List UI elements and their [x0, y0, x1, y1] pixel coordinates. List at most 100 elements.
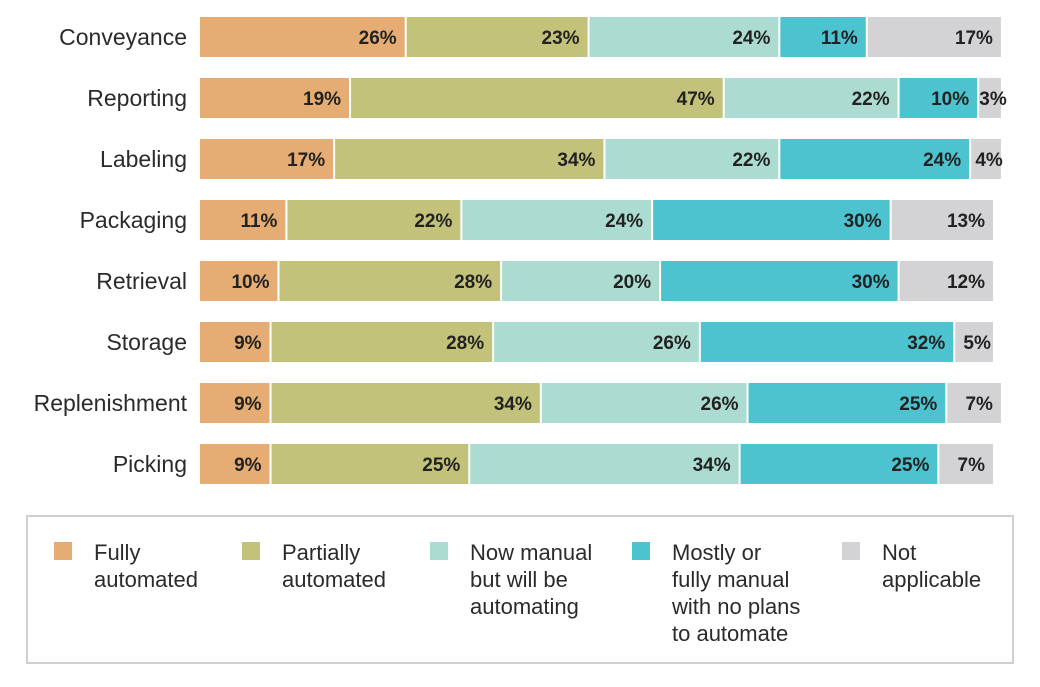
legend-swatch-not-applicable: [842, 542, 860, 560]
data-label-storage-fully-automated: 9%: [234, 333, 262, 354]
bar-segment-picking-mostly-or-fully-manual-with-no-plans-to-automate: [740, 444, 938, 484]
legend-item-mostly-manual: Mostly or fully manual with no plans to …: [632, 539, 822, 647]
category-label-reporting: Reporting: [87, 85, 187, 111]
category-label-storage: Storage: [106, 329, 187, 355]
data-label-conveyance-partially-automated: 23%: [542, 28, 580, 49]
category-label-replenishment: Replenishment: [34, 390, 188, 416]
bar-segment-conveyance-now-manual-but-will-be-automating: [589, 17, 779, 57]
bar-segment-replenishment-fully-automated: [200, 383, 270, 423]
data-label-retrieval-partially-automated: 28%: [454, 272, 492, 293]
bar-segment-labeling-mostly-or-fully-manual-with-no-plans-to-automate: [780, 139, 970, 179]
bar-segment-reporting-fully-automated: [200, 78, 350, 118]
data-label-replenishment-mostly-or-fully-manual-with-no-plans-to-automate: 25%: [899, 394, 937, 415]
data-label-labeling-mostly-or-fully-manual-with-no-plans-to-automate: 24%: [923, 150, 961, 171]
category-label-packaging: Packaging: [80, 207, 187, 233]
category-label-conveyance: Conveyance: [59, 24, 187, 50]
data-label-reporting-partially-automated: 47%: [677, 89, 715, 110]
bar-segment-reporting-not-applicable: [979, 78, 1001, 118]
bar-segment-storage-mostly-or-fully-manual-with-no-plans-to-automate: [700, 322, 954, 362]
data-label-packaging-not-applicable: 13%: [947, 211, 985, 232]
bar-segment-retrieval-partially-automated: [279, 261, 501, 301]
bar-segment-retrieval-mostly-or-fully-manual-with-no-plans-to-automate: [661, 261, 898, 301]
bar-segment-replenishment-now-manual-but-will-be-automating: [541, 383, 747, 423]
data-label-storage-mostly-or-fully-manual-with-no-plans-to-automate: 32%: [907, 333, 945, 354]
data-label-replenishment-now-manual-but-will-be-automating: 26%: [701, 394, 739, 415]
data-label-reporting-now-manual-but-will-be-automating: 22%: [852, 89, 890, 110]
data-label-packaging-now-manual-but-will-be-automating: 24%: [605, 211, 643, 232]
legend-label-now-manual: Now manual but will be automating: [470, 540, 593, 619]
bar-segment-packaging-not-applicable: [891, 200, 993, 240]
bar-segment-picking-not-applicable: [939, 444, 993, 484]
data-label-storage-now-manual-but-will-be-automating: 26%: [653, 333, 691, 354]
data-label-reporting-fully-automated: 19%: [303, 89, 341, 110]
bar-segment-retrieval-now-manual-but-will-be-automating: [502, 261, 660, 301]
legend-label-mostly-manual: Mostly or fully manual with no plans to …: [672, 540, 801, 646]
bar-segment-labeling-now-manual-but-will-be-automating: [605, 139, 779, 179]
data-label-packaging-mostly-or-fully-manual-with-no-plans-to-automate: 30%: [844, 211, 882, 232]
data-label-picking-not-applicable: 7%: [958, 455, 986, 476]
data-label-conveyance-now-manual-but-will-be-automating: 24%: [732, 28, 770, 49]
legend-item-now-manual: Now manual but will be automating: [430, 539, 620, 620]
legend-label-fully-automated: Fully automated: [94, 540, 198, 592]
data-label-packaging-partially-automated: 22%: [414, 211, 452, 232]
bar-segment-picking-partially-automated: [271, 444, 469, 484]
data-label-storage-partially-automated: 28%: [446, 333, 484, 354]
stacked-bar-chart: Conveyance 26% 23% 24% 11% 17% Reporting 19% 47%…: [34, 17, 1007, 484]
data-label-picking-now-manual-but-will-be-automating: 34%: [693, 455, 731, 476]
bar-segment-picking-now-manual-but-will-be-automating: [470, 444, 739, 484]
bar-segment-packaging-partially-automated: [287, 200, 461, 240]
data-label-replenishment-not-applicable: 7%: [965, 394, 993, 415]
bar-segment-replenishment-not-applicable: [947, 383, 1001, 423]
bar-segment-reporting-mostly-or-fully-manual-with-no-plans-to-automate: [899, 78, 978, 118]
legend-item-not-applicable: Not applicable: [842, 539, 1032, 593]
data-label-retrieval-not-applicable: 12%: [947, 272, 985, 293]
category-label-labeling: Labeling: [100, 146, 187, 172]
data-label-packaging-fully-automated: 11%: [240, 211, 277, 232]
data-label-replenishment-fully-automated: 9%: [234, 394, 262, 415]
data-label-conveyance-not-applicable: 17%: [955, 28, 993, 49]
data-label-reporting-mostly-or-fully-manual-with-no-plans-to-automate: 10%: [931, 89, 969, 110]
category-label-retrieval: Retrieval: [96, 268, 187, 294]
legend-swatch-partially-automated: [242, 542, 260, 560]
bar-segment-conveyance-fully-automated: [200, 17, 405, 57]
legend: Fully automated Partially automated Now …: [26, 515, 1014, 664]
bar-segment-storage-partially-automated: [271, 322, 493, 362]
data-label-labeling-now-manual-but-will-be-automating: 22%: [732, 150, 770, 171]
bar-segment-packaging-now-manual-but-will-be-automating: [462, 200, 652, 240]
bar-segment-storage-not-applicable: [955, 322, 993, 362]
data-label-picking-mostly-or-fully-manual-with-no-plans-to-automate: 25%: [891, 455, 929, 476]
bar-segment-retrieval-fully-automated: [200, 261, 278, 301]
bar-segment-labeling-not-applicable: [971, 139, 1001, 179]
data-label-storage-not-applicable: 5%: [963, 333, 991, 354]
bar-segment-labeling-partially-automated: [335, 139, 604, 179]
bar-segment-retrieval-not-applicable: [899, 261, 993, 301]
bar-segment-labeling-fully-automated: [200, 139, 334, 179]
legend-swatch-now-manual: [430, 542, 448, 560]
legend-label-partially-automated: Partially automated: [282, 540, 386, 592]
data-label-conveyance-mostly-or-fully-manual-with-no-plans-to-automate: 11%: [821, 28, 858, 49]
bar-segment-storage-fully-automated: [200, 322, 270, 362]
bar-segment-replenishment-partially-automated: [271, 383, 540, 423]
data-label-reporting-not-applicable: 3%: [979, 89, 1007, 110]
data-label-labeling-not-applicable: 4%: [975, 150, 1003, 171]
legend-item-partially-automated: Partially automated: [242, 539, 432, 593]
data-label-labeling-partially-automated: 34%: [557, 150, 595, 171]
data-label-picking-partially-automated: 25%: [422, 455, 460, 476]
legend-label-not-applicable: Not applicable: [882, 540, 982, 592]
bar-segment-conveyance-not-applicable: [867, 17, 1001, 57]
bar-segment-conveyance-mostly-or-fully-manual-with-no-plans-to-automate: [780, 17, 866, 57]
bar-segment-picking-fully-automated: [200, 444, 270, 484]
data-label-labeling-fully-automated: 17%: [287, 150, 325, 171]
data-label-replenishment-partially-automated: 34%: [494, 394, 532, 415]
bar-segment-reporting-partially-automated: [351, 78, 723, 118]
legend-swatch-fully-automated: [54, 542, 72, 560]
bar-segment-storage-now-manual-but-will-be-automating: [494, 322, 699, 362]
legend-item-fully-automated: Fully automated: [54, 539, 244, 593]
bar-segment-packaging-fully-automated: [200, 200, 286, 240]
data-label-picking-fully-automated: 9%: [234, 455, 262, 476]
bar-segment-reporting-now-manual-but-will-be-automating: [724, 78, 898, 118]
legend-swatch-mostly-manual: [632, 542, 650, 560]
data-label-retrieval-now-manual-but-will-be-automating: 20%: [613, 272, 651, 293]
bar-segment-conveyance-partially-automated: [406, 17, 588, 57]
bar-segment-packaging-mostly-or-fully-manual-with-no-plans-to-automate: [653, 200, 890, 240]
